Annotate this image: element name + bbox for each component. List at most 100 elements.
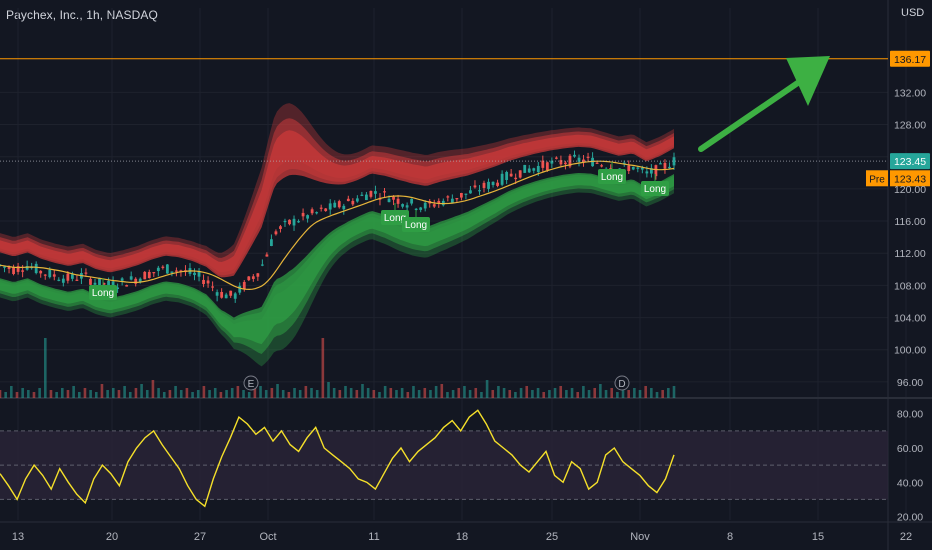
event-marker-circle <box>243 375 259 391</box>
candle-body <box>668 166 671 169</box>
volume-bar <box>0 390 2 398</box>
candle-body <box>369 190 373 197</box>
rsi-tick-label: 80.00 <box>897 409 923 421</box>
candle-body <box>297 221 300 223</box>
candle-body <box>310 209 314 214</box>
candle-body <box>233 293 237 299</box>
candle-body <box>70 274 74 279</box>
volume-bar <box>627 390 630 398</box>
volume-bar <box>321 338 325 398</box>
volume-bar <box>281 390 285 398</box>
volume-bar <box>372 390 376 398</box>
volume-bar <box>106 390 109 398</box>
long-signal-text: Long <box>405 220 427 231</box>
candle-body <box>459 192 463 198</box>
volume-bar <box>378 392 381 398</box>
candle-body <box>288 219 291 225</box>
volume-bar <box>27 390 30 398</box>
last-price-label: 123.45 <box>894 156 926 168</box>
candle-body <box>478 190 481 192</box>
volume-bar <box>582 386 585 398</box>
candle-body <box>423 202 427 209</box>
volume-bar <box>77 392 81 398</box>
candle-body <box>52 274 56 277</box>
volume-bar <box>219 392 223 398</box>
time-tick-label: 20 <box>106 531 118 543</box>
volume-bar <box>531 390 534 398</box>
volume-bar <box>491 390 495 398</box>
candle-body <box>120 278 124 281</box>
currency-label[interactable]: USD <box>901 7 925 19</box>
volume-bar <box>349 388 353 398</box>
premarket-price-tag <box>890 170 930 187</box>
volume-bar <box>49 390 53 398</box>
volume-bar <box>259 386 262 398</box>
candle-body <box>134 278 138 284</box>
event-marker-text: E <box>248 379 255 390</box>
volume-bar <box>117 390 121 398</box>
long-signal-text: Long <box>601 172 623 183</box>
volume-bar <box>553 388 557 398</box>
long-signal-box <box>598 169 626 184</box>
candle-body <box>518 170 522 178</box>
volume-bar <box>89 390 92 398</box>
volume-bar <box>174 386 177 398</box>
time-tick-label: 15 <box>812 531 824 543</box>
time-tick-label: 13 <box>12 531 24 543</box>
long-signal-label: Long <box>641 174 669 196</box>
volume-bar <box>202 386 206 398</box>
candle-body <box>12 267 15 275</box>
price-tick-label: 96.00 <box>897 377 923 389</box>
candle-body <box>43 274 47 276</box>
envelope-bands <box>0 103 674 367</box>
long-signal-label: Long <box>598 162 626 184</box>
volume-bars <box>0 338 676 398</box>
volume-bar <box>593 388 597 398</box>
volume-bar <box>497 386 500 398</box>
candle-body <box>446 196 450 198</box>
volume-bar <box>395 390 398 398</box>
candles <box>0 150 676 303</box>
candle-body <box>197 271 201 277</box>
time-axis: 13 20 27 Oct 11 18 25 Nov 8 15 22 <box>12 531 912 543</box>
candle-body <box>75 279 79 281</box>
volume-bar <box>179 390 183 398</box>
rsi-pane: 20.00 40.00 60.00 80.00 <box>0 409 923 524</box>
volume-bar <box>565 390 568 398</box>
volume-bar <box>361 384 364 398</box>
volume-bar <box>83 388 87 398</box>
candle-body <box>39 270 43 274</box>
candle-body <box>215 292 219 296</box>
volume-bar <box>667 388 670 398</box>
candle-body <box>396 198 400 204</box>
volume-bar <box>412 386 415 398</box>
volume-bar <box>570 388 574 398</box>
price-tick-label: 104.00 <box>894 313 926 325</box>
candle-body <box>93 282 97 285</box>
premarket-price-label: 123.43 <box>894 173 926 185</box>
premarket-tag-text: Pre <box>869 174 885 185</box>
long-signal-label: Long <box>402 210 430 232</box>
candle-body <box>410 198 414 204</box>
volume-bar <box>134 388 138 398</box>
candle-body <box>360 194 364 196</box>
candle-body <box>374 191 377 194</box>
volume-bar <box>451 390 455 398</box>
candle-body <box>238 285 242 293</box>
time-tick-label: 11 <box>368 531 379 543</box>
candle-body <box>179 270 183 272</box>
candle-body <box>283 220 287 223</box>
volume-bar <box>542 392 546 398</box>
time-tick-label: 27 <box>194 531 206 543</box>
candle-body <box>193 272 196 276</box>
candle-body <box>595 162 599 164</box>
candle-body <box>242 281 246 290</box>
candle-body <box>229 290 233 296</box>
candle-body <box>251 276 255 279</box>
target-arrow <box>698 56 830 152</box>
volume-bar <box>157 388 160 398</box>
volume-bar <box>247 392 251 398</box>
arrow-shaft <box>698 77 805 152</box>
candle-body <box>405 205 409 208</box>
